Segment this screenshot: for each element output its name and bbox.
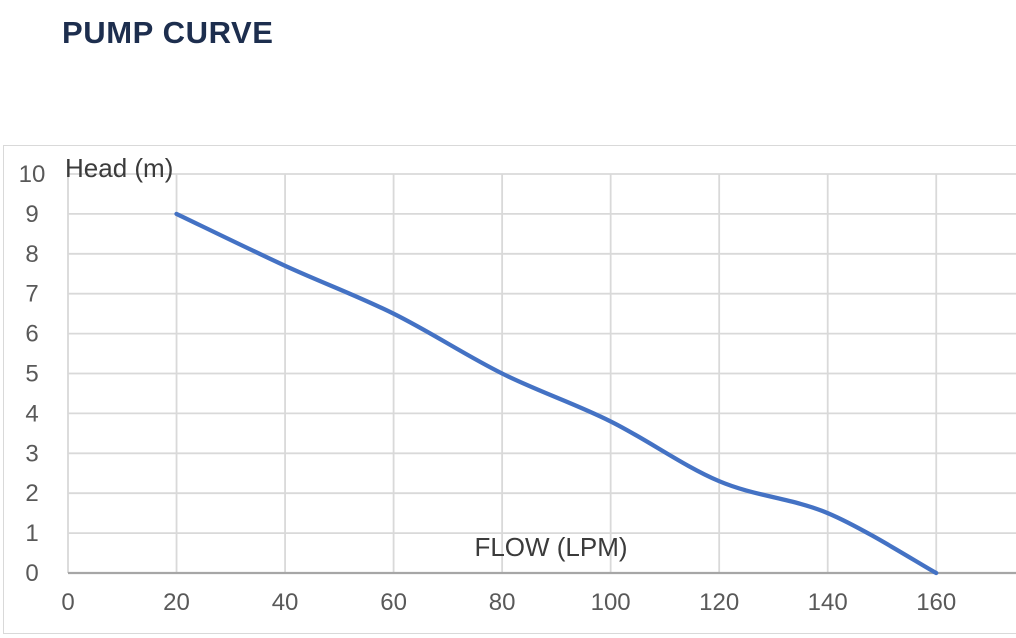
x-tick-label: 120 <box>699 589 739 616</box>
y-tick-label: 3 <box>25 440 38 467</box>
pump-curve-line <box>174 211 939 576</box>
page-title: PUMP CURVE <box>62 15 274 50</box>
x-tick-label: 20 <box>163 589 190 616</box>
x-tick-label: 160 <box>916 589 956 616</box>
x-tick-label: 0 <box>61 589 74 616</box>
x-axis-title: FLOW (LPM) <box>474 532 628 562</box>
y-tick-label: 10 <box>19 161 46 188</box>
pump-curve-chart-card: 0 1 2 3 4 5 6 7 8 9 10 0 20 40 60 80 100 120 140 160 Head (… <box>3 145 1016 634</box>
x-tick-label: 60 <box>380 589 407 616</box>
y-tick-label: 4 <box>25 400 38 427</box>
y-tick-label: 6 <box>25 321 38 348</box>
y-tick-label: 5 <box>25 361 38 388</box>
x-tick-label: 100 <box>591 589 631 616</box>
y-tick-label: 0 <box>25 560 38 587</box>
x-tick-label: 40 <box>272 589 299 616</box>
y-tick-label: 7 <box>25 281 38 308</box>
y-tick-label: 2 <box>25 480 38 507</box>
y-axis-title: Head (m) <box>65 153 174 183</box>
x-tick-label: 80 <box>489 589 516 616</box>
x-tick-label: 140 <box>808 589 848 616</box>
y-tick-label: 9 <box>25 201 38 228</box>
y-tick-label: 8 <box>25 241 38 268</box>
y-tick-label: 1 <box>25 520 38 547</box>
